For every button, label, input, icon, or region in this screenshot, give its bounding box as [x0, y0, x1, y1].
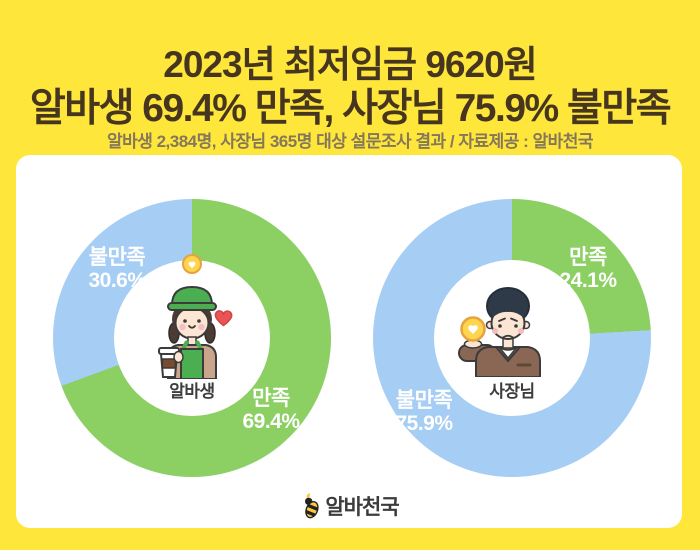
heart-icon	[214, 310, 233, 327]
donut-chart-boss: 만족 24.1% 불만족 75.9% 사장님	[373, 199, 651, 477]
bee-icon	[304, 493, 321, 519]
title-line-1: 2023년 최저임금 9620원	[163, 44, 537, 85]
coin-icon	[460, 316, 486, 342]
slice-label-name: 만족	[569, 246, 607, 269]
slice-label-value: 24.1%	[559, 269, 617, 292]
slice-label-satisfied: 만족 69.4%	[242, 387, 300, 433]
slice-label-value: 30.6%	[88, 269, 146, 292]
slice-label-value: 75.9%	[395, 412, 453, 435]
chart-card: 불만족 30.6% 만족 69.4% 알바생	[16, 155, 682, 528]
persona-label-part-timer: 알바생	[169, 382, 215, 401]
title-line-2: 알바생 69.4% 만족, 사장님 75.9% 불만족	[29, 87, 672, 130]
brand-logo: 알바천국	[16, 491, 682, 521]
slice-label-name: 만족	[252, 387, 290, 410]
coin-icon	[182, 254, 202, 274]
slice-label-dissatisfied: 불만족 30.6%	[88, 246, 146, 292]
slice-label-dissatisfied: 불만족 75.9%	[395, 389, 453, 435]
slice-label-value: 69.4%	[242, 410, 300, 433]
boss-character	[458, 287, 541, 377]
persona-label-boss: 사장님	[489, 382, 535, 401]
subtitle: 알바생 2,384명, 사장님 365명 대상 설문조사 결과 / 자료제공 :…	[106, 132, 594, 151]
brand-logo-text: 알바천국	[325, 496, 399, 519]
slice-label-name: 불만족	[88, 246, 146, 269]
slice-label-name: 불만족	[395, 389, 453, 412]
donut-chart-part-timer: 불만족 30.6% 만족 69.4% 알바생	[53, 199, 331, 477]
barista-character	[158, 254, 233, 379]
slice-label-satisfied: 만족 24.1%	[559, 246, 617, 292]
